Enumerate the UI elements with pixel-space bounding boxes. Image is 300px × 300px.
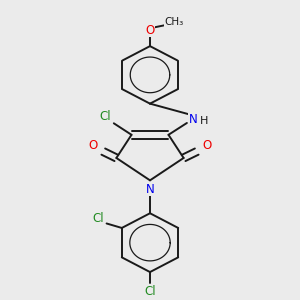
Text: CH₃: CH₃ [164, 17, 184, 27]
Text: Cl: Cl [144, 285, 156, 298]
Text: O: O [89, 139, 98, 152]
Text: H: H [200, 116, 208, 126]
Text: O: O [202, 139, 211, 152]
Text: N: N [146, 183, 154, 196]
Text: Cl: Cl [92, 212, 103, 225]
Text: O: O [146, 24, 154, 37]
Text: Cl: Cl [100, 110, 111, 123]
Text: N: N [189, 113, 198, 126]
